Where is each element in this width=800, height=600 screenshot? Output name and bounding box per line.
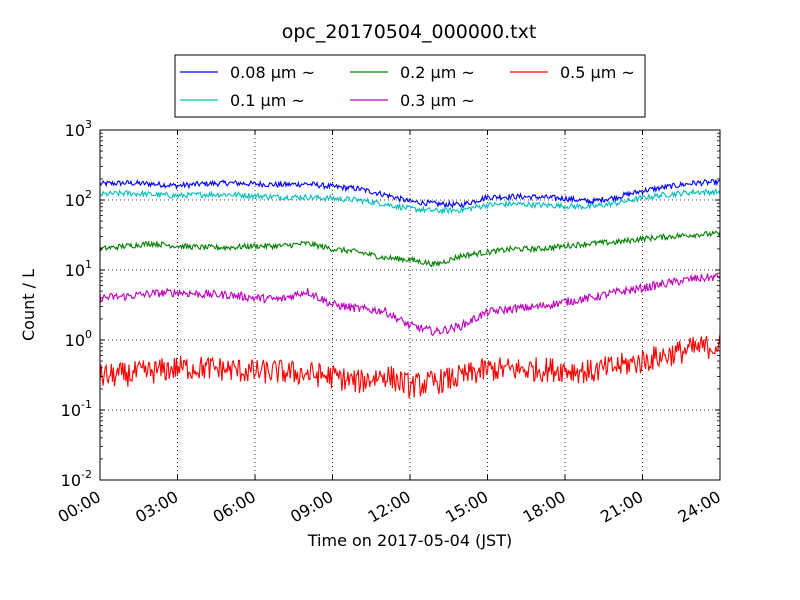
- x-tick-label: 00:00: [55, 487, 104, 527]
- y-axis: 10-2 10-1 100 101 102 103: [61, 118, 720, 490]
- x-tick-label: 06:00: [210, 487, 259, 527]
- series-line: [99, 187, 721, 216]
- y-tick-label: 100: [65, 328, 92, 350]
- series-layer: [99, 179, 721, 399]
- series-line: [99, 334, 721, 399]
- x-tick-label: 12:00: [365, 487, 414, 527]
- series-line: [99, 230, 721, 268]
- legend-label: 0.1 μm ~: [230, 91, 305, 110]
- legend-label: 0.5 μm ~: [560, 63, 635, 82]
- y-tick-label: 103: [65, 118, 92, 140]
- x-axis: 00:00 03:00 06:00 09:00 12:00 15:00 18:00 21:00…: [55, 130, 724, 527]
- x-tick-label: 03:00: [132, 487, 181, 527]
- y-tick-label: 10-2: [61, 468, 92, 490]
- legend-label: 0.08 μm ~: [230, 63, 315, 82]
- x-tick-label: 21:00: [597, 487, 646, 527]
- x-tick-label: 15:00: [442, 487, 491, 527]
- y-tick-label: 10-1: [61, 398, 92, 420]
- x-tick-label: 09:00: [287, 487, 336, 527]
- grid: [100, 130, 720, 480]
- legend-label: 0.3 μm ~: [400, 91, 475, 110]
- x-tick-label: 18:00: [520, 487, 569, 527]
- x-axis-label: Time on 2017-05-04 (JST): [307, 531, 512, 550]
- x-tick-label: 24:00: [675, 487, 724, 527]
- y-tick-label: 101: [65, 258, 92, 280]
- chart-title: opc_20170504_000000.txt: [282, 21, 537, 43]
- legend-box: [174, 54, 646, 118]
- y-tick-label: 102: [65, 188, 92, 210]
- legend: 0.08 μm ~ 0.1 μm ~ 0.2 μm ~ 0.3 μm ~ 0.5 μm …: [174, 54, 646, 118]
- series-line: [99, 273, 721, 337]
- y-axis-label: Count / L: [19, 269, 38, 341]
- legend-label: 0.2 μm ~: [400, 63, 475, 82]
- series-line: [99, 179, 721, 209]
